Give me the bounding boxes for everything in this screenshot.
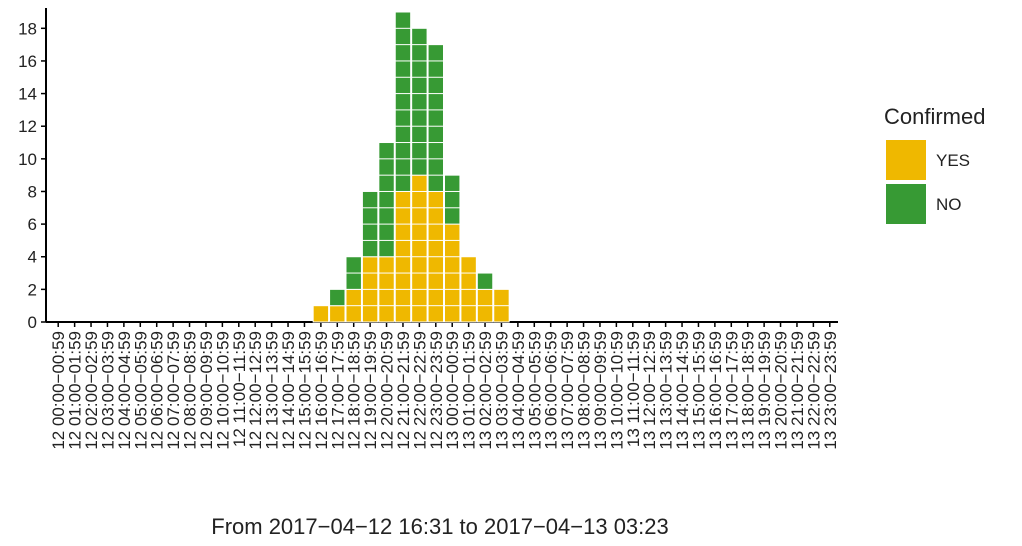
y-tick-label: 6 [28,215,37,234]
x-tick-label: 13 00:00−00:59 [443,331,462,450]
x-tick-label: 12 19:00−19:59 [361,331,380,450]
bar-segment [329,305,346,323]
bar-segment [312,305,330,323]
x-tick-label: 13 07:00−07:59 [558,331,577,450]
bar-segment [444,174,461,225]
legend-title: Confirmed [884,104,985,129]
x-tick-label: 12 06:00−06:59 [148,331,167,450]
x-tick-label: 12 16:00−16:59 [312,331,331,450]
y-tick-label: 4 [28,248,37,267]
x-tick-label: 13 12:00−12:59 [640,331,659,450]
x-tick-label: 13 15:00−15:59 [689,331,708,450]
x-tick-label: 12 00:00−00:59 [49,331,68,450]
legend-label: YES [936,151,970,170]
x-tick-label: 12 23:00−23:59 [427,331,446,450]
x-tick-label: 12 08:00−08:59 [181,331,200,450]
x-tick-label: 12 18:00−18:59 [345,331,364,450]
x-tick-label: 13 02:00−02:59 [476,331,495,450]
x-tick-label: 13 20:00−20:59 [772,331,791,450]
y-tick-label: 10 [18,150,37,169]
x-axis-label: From 2017−04−12 16:31 to 2017−04−13 03:2… [211,514,669,539]
y-tick-label: 18 [18,19,37,38]
x-tick-label: 13 19:00−19:59 [755,331,774,450]
x-tick-label: 12 11:00−11:59 [230,331,249,447]
bar-segment [378,142,395,258]
x-tick-label: 12 13:00−13:59 [263,331,282,450]
x-tick-label: 13 21:00−21:59 [788,331,807,450]
legend-swatch [886,184,926,224]
x-tick-label: 12 22:00−22:59 [410,331,429,450]
x-tick-label: 12 15:00−15:59 [295,331,314,450]
bar-segment [411,174,428,323]
x-tick-label: 13 05:00−05:59 [525,331,544,450]
x-tick-label: 12 05:00−05:59 [131,331,150,450]
x-tick-label: 13 13:00−13:59 [657,331,676,450]
x-tick-label: 13 04:00−04:59 [509,331,528,450]
y-tick-label: 14 [18,85,37,104]
x-tick-label: 12 17:00−17:59 [328,331,347,450]
x-tick-label: 13 09:00−09:59 [591,331,610,450]
bar-segment [427,44,445,192]
x-tick-label: 12 14:00−14:59 [279,331,298,450]
x-tick-label: 13 08:00−08:59 [575,331,594,450]
x-tick-label: 13 06:00−06:59 [542,331,561,450]
x-tick-label: 13 23:00−23:59 [821,331,840,450]
y-tick-label: 0 [28,313,37,332]
x-tick-label: 12 01:00−01:59 [66,331,85,450]
bar-segment [476,272,494,290]
x-tick-label: 12 07:00−07:59 [164,331,183,450]
x-tick-label: 13 17:00−17:59 [722,331,741,450]
x-tick-label: 12 02:00−02:59 [82,331,101,450]
x-tick-label: 13 14:00−14:59 [673,331,692,450]
x-tick-label: 13 22:00−22:59 [804,331,823,450]
legend-label: NO [936,195,962,214]
x-tick-label: 12 20:00−20:59 [378,331,397,450]
x-tick-label: 13 10:00−10:59 [607,331,626,450]
x-tick-label: 12 10:00−10:59 [213,331,232,450]
x-tick-label: 12 12:00−12:59 [246,331,265,450]
y-tick-label: 8 [28,182,37,201]
bar-segment [411,27,428,176]
x-tick-label: 13 01:00−01:59 [460,331,479,450]
bar-segment [329,288,346,307]
x-tick-label: 13 18:00−18:59 [739,331,758,450]
x-tick-label: 13 11:00−11:59 [624,331,643,447]
x-tick-label: 12 04:00−04:59 [115,331,134,450]
x-tick-label: 12 21:00−21:59 [394,331,413,450]
x-tick-label: 12 09:00−09:59 [197,331,216,450]
y-tick-label: 12 [18,117,37,136]
y-tick-label: 16 [18,52,37,71]
bar-segment [394,11,412,192]
x-tick-label: 12 03:00−03:59 [98,331,117,450]
legend-swatch [886,140,926,180]
y-tick-label: 2 [28,280,37,299]
x-tick-label: 13 16:00−16:59 [706,331,725,450]
x-tick-label: 13 03:00−03:59 [492,331,511,450]
